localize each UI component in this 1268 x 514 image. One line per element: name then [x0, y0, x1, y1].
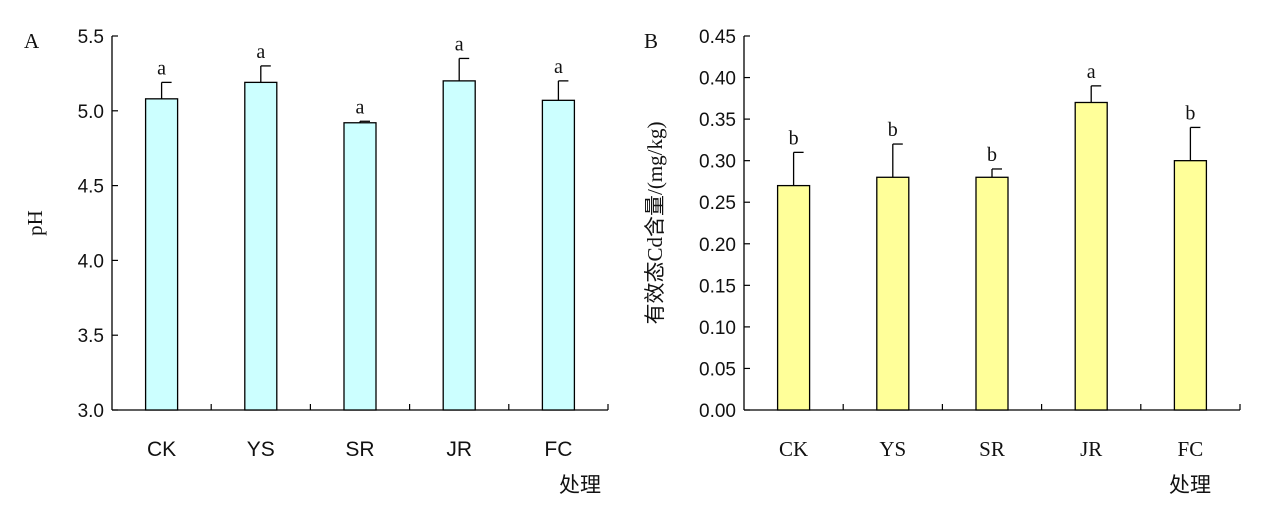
- x-axis-title: 处理: [559, 474, 601, 497]
- significance-label: b: [1185, 102, 1195, 124]
- category-label-jr: JR: [1080, 437, 1102, 461]
- significance-label: a: [554, 56, 563, 78]
- y-tick-label: 5.0: [78, 102, 104, 123]
- category-label-ck: CK: [147, 438, 176, 461]
- bar-ck: [776, 184, 811, 411]
- category-label-fc: FC: [544, 438, 572, 461]
- significance-label: b: [789, 127, 799, 149]
- y-tick-label: 0.45: [699, 27, 736, 48]
- y-tick-label: 0.20: [699, 235, 736, 256]
- y-tick-label: 0.35: [699, 110, 736, 131]
- panel-b-cd-chart: 0.00 0.05 0.10 0.15 0.20 0.25 0.30 0.35 0.40 0.45…: [643, 27, 1241, 497]
- panel-a-ph-chart: 3.0 3.5 4.0 4.5 5.0 5.5 a CK a YS a SR a JR a FC ApH 处理: [23, 27, 609, 497]
- y-axis-title: 有效态Cd含量/(mg/kg): [643, 121, 667, 324]
- bar-ys: [244, 81, 278, 411]
- bar-jr: [1074, 101, 1108, 411]
- bar-ys: [876, 176, 910, 411]
- bar-sr: [343, 122, 377, 411]
- y-tick-label: 3.0: [78, 401, 104, 422]
- bar-ck: [144, 98, 179, 411]
- bar-fc: [541, 99, 576, 411]
- bar-jr: [442, 80, 476, 411]
- category-label-ys: YS: [879, 437, 906, 461]
- y-tick-label: 5.5: [78, 27, 104, 48]
- y-tick-label: 0.30: [699, 152, 736, 173]
- category-label-ck: CK: [779, 437, 808, 461]
- y-tick-label: 0.15: [699, 276, 736, 297]
- y-tick-label: 0.05: [699, 359, 736, 380]
- category-label-jr: JR: [446, 438, 472, 461]
- category-label-fc: FC: [1178, 437, 1204, 461]
- y-tick-label: 4.0: [78, 251, 104, 272]
- significance-label: b: [888, 119, 898, 141]
- y-axis-title: pH: [23, 210, 47, 236]
- panel-label: A: [24, 29, 40, 53]
- category-label-sr: SR: [345, 438, 374, 461]
- significance-label: a: [455, 33, 464, 55]
- y-tick-label: 0.00: [699, 401, 736, 422]
- significance-label: a: [1087, 61, 1096, 83]
- significance-label: a: [256, 41, 265, 63]
- y-tick-label: 0.10: [699, 318, 736, 339]
- significance-label: a: [157, 57, 166, 79]
- y-tick-label: 0.40: [699, 69, 736, 90]
- panel-label: B: [644, 29, 658, 53]
- y-tick-label: 3.5: [78, 326, 104, 347]
- bar-fc: [1173, 160, 1208, 411]
- x-axis-title: 处理: [1169, 474, 1211, 497]
- y-tick-label: 4.5: [78, 177, 104, 198]
- bar-sr: [975, 176, 1009, 411]
- category-label-sr: SR: [979, 437, 1005, 461]
- category-label-ys: YS: [247, 438, 275, 461]
- y-tick-label: 0.25: [699, 193, 736, 214]
- significance-label: b: [987, 144, 997, 166]
- significance-label: a: [356, 96, 365, 118]
